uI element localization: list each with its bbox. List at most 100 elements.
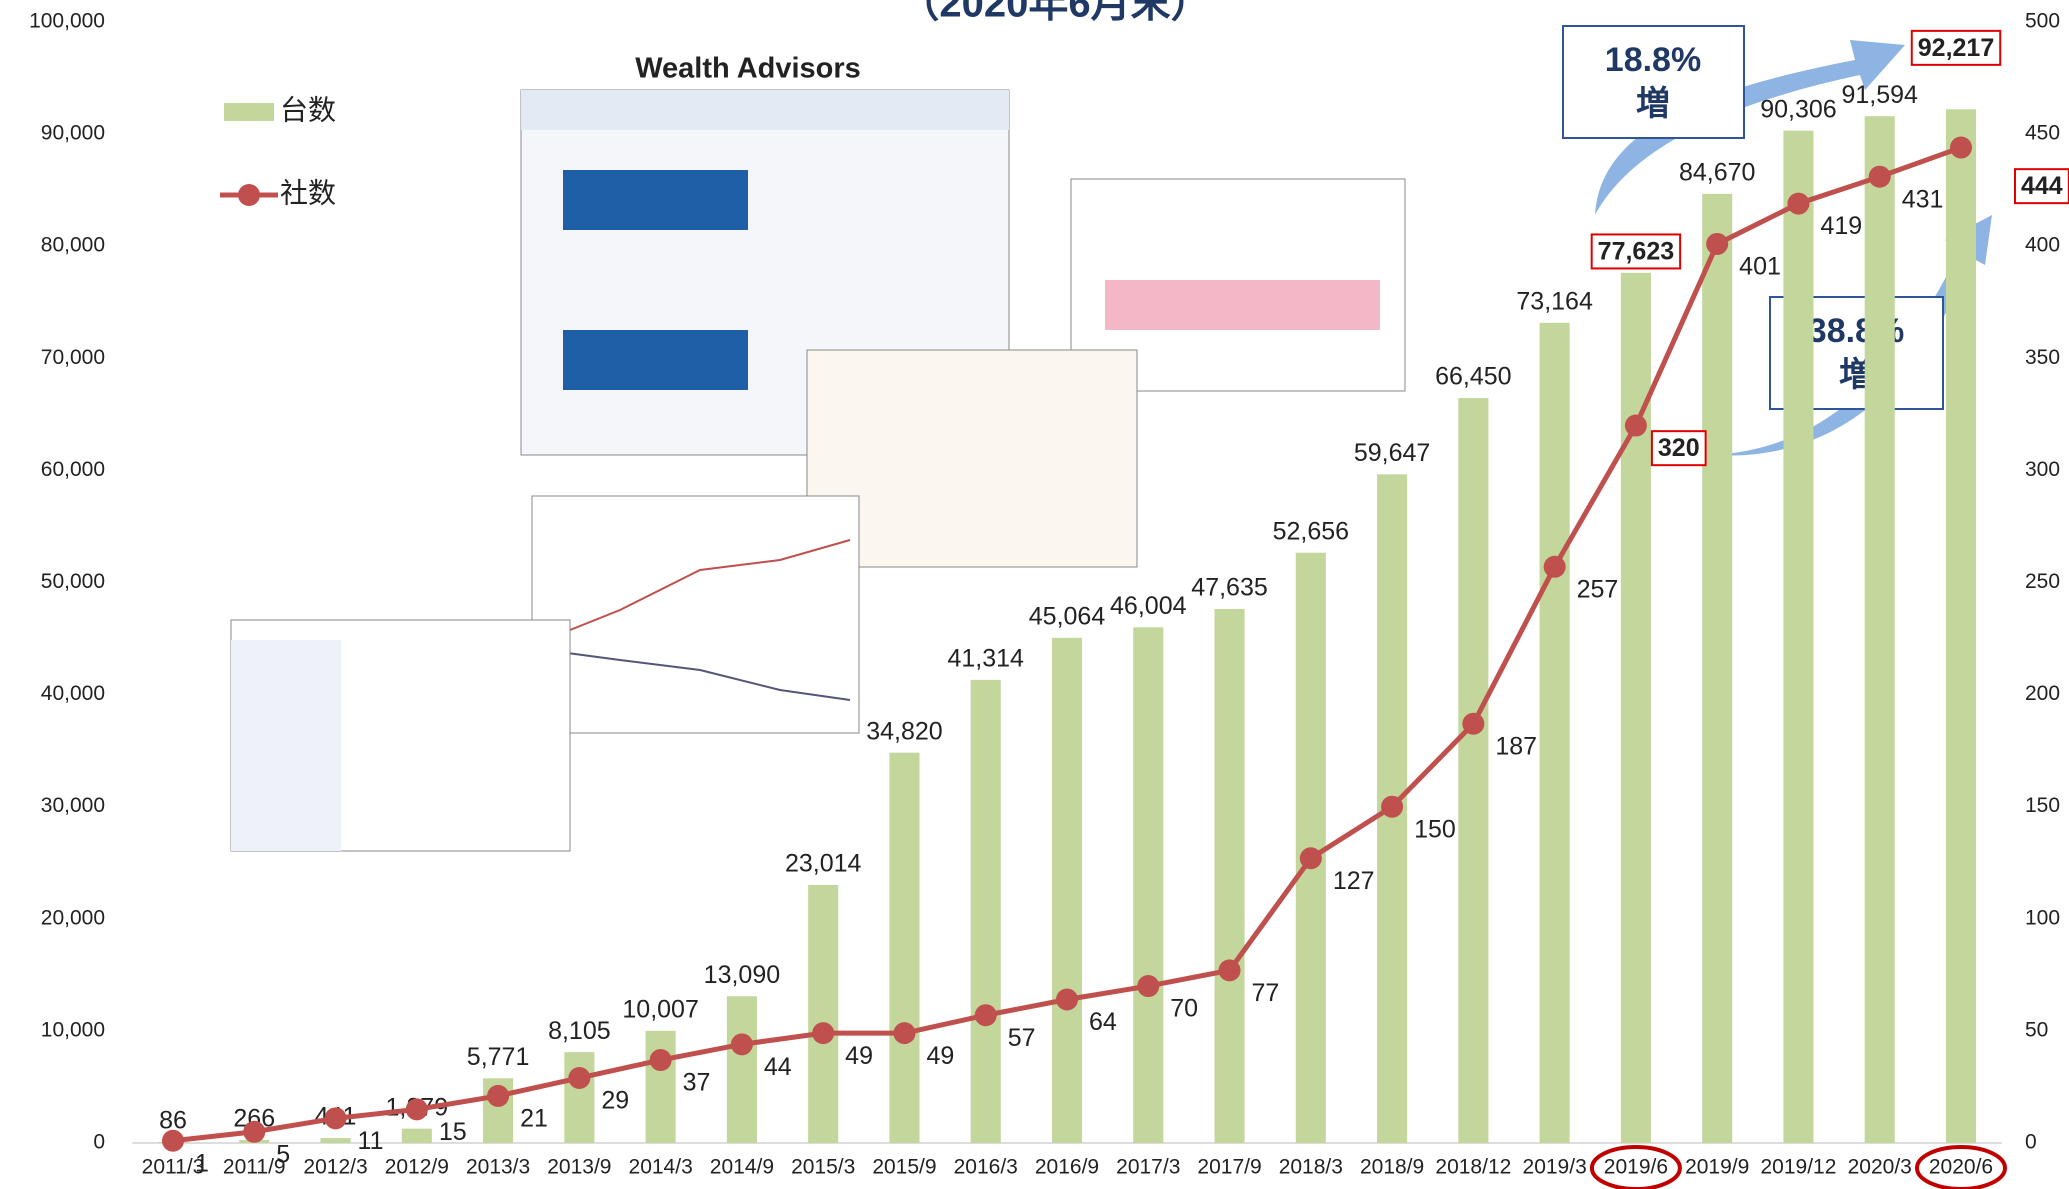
bar-value-label: 10,007 bbox=[622, 995, 698, 1023]
screenshot-caption: Wealth Advisors bbox=[635, 53, 861, 85]
line-marker bbox=[812, 1022, 835, 1045]
highlight-box bbox=[1910, 29, 2002, 66]
y-tick-label: 50,000 bbox=[41, 570, 105, 593]
x-tick-label: 2020/6 bbox=[1929, 1156, 1993, 1179]
line-value-label: 444 bbox=[2021, 172, 2063, 200]
y-tick-label: 30,000 bbox=[41, 794, 105, 817]
bar bbox=[808, 885, 839, 1143]
x-tick-label: 2018/9 bbox=[1360, 1156, 1424, 1179]
y-tick-label: 80,000 bbox=[41, 234, 105, 257]
annotation-box bbox=[1562, 25, 1745, 139]
bar-value-label: 66,450 bbox=[1435, 363, 1511, 391]
bar bbox=[401, 1128, 432, 1143]
screenshot-line bbox=[544, 649, 851, 701]
screenshot-header bbox=[521, 90, 1009, 130]
y-tick-label: 90,000 bbox=[41, 122, 105, 145]
bar-value-label: 8,105 bbox=[548, 1017, 611, 1045]
bar-value-label: 52,656 bbox=[1273, 517, 1349, 545]
bar bbox=[1133, 627, 1164, 1143]
line-value-label: 44 bbox=[764, 1053, 792, 1081]
screenshot bbox=[806, 349, 1138, 568]
line-marker bbox=[1706, 232, 1729, 255]
line-value-label: 127 bbox=[1333, 867, 1375, 895]
annotation: 18.8% bbox=[1605, 41, 1701, 79]
y-tick-label: 60,000 bbox=[41, 458, 105, 481]
line-marker bbox=[162, 1129, 184, 1152]
y2-tick-label: 200 bbox=[2025, 682, 2060, 705]
y-tick-label: 10,000 bbox=[41, 1018, 105, 1041]
line-marker bbox=[649, 1049, 672, 1072]
x-tick-label: 2015/9 bbox=[872, 1156, 936, 1179]
x-tick-label: 2016/9 bbox=[1035, 1156, 1099, 1179]
y2-tick-label: 400 bbox=[2025, 234, 2060, 257]
line-marker bbox=[1218, 959, 1241, 982]
line-marker bbox=[1624, 414, 1647, 437]
x-tick-label: 2011/3 bbox=[142, 1156, 205, 1179]
bar bbox=[726, 996, 757, 1143]
line-value-label: 15 bbox=[439, 1118, 467, 1146]
x-tick-label: 2015/3 bbox=[791, 1156, 855, 1179]
line-value-label: 257 bbox=[1577, 575, 1619, 603]
highlight-circle bbox=[1589, 1145, 1682, 1189]
x-tick-label: 2011/9 bbox=[223, 1156, 286, 1179]
line-value-label: 401 bbox=[1739, 253, 1781, 281]
line-value-label: 5 bbox=[276, 1140, 290, 1168]
bar bbox=[320, 1138, 351, 1143]
bar bbox=[1214, 609, 1245, 1143]
legend-label: 台数 bbox=[280, 94, 336, 125]
x-tick-label: 2016/3 bbox=[954, 1156, 1018, 1179]
y2-tick-label: 100 bbox=[2025, 906, 2060, 929]
annotation: 増 bbox=[1636, 85, 1670, 123]
legend-label: 社数 bbox=[280, 177, 336, 208]
line-marker bbox=[487, 1084, 510, 1107]
screenshots: Wealth Advisors bbox=[230, 53, 1406, 852]
bar bbox=[564, 1052, 595, 1143]
line-value-label: 64 bbox=[1089, 1008, 1117, 1036]
bar-value-label: 84,670 bbox=[1679, 158, 1755, 186]
line-value-label: 49 bbox=[845, 1042, 873, 1070]
line-value-label: 150 bbox=[1414, 815, 1456, 843]
screenshot-sidebar bbox=[231, 640, 341, 851]
x-tick-label: 2017/9 bbox=[1197, 1156, 1261, 1179]
line-marker bbox=[893, 1022, 916, 1045]
line-marker bbox=[1543, 555, 1566, 578]
bar-value-label: 23,014 bbox=[785, 850, 862, 878]
screenshot-button bbox=[563, 330, 748, 390]
line-marker bbox=[1950, 136, 1972, 159]
x-tick-label: 2019/6 bbox=[1604, 1156, 1668, 1179]
screenshot-chart bbox=[1105, 280, 1380, 330]
line-value-label: 1 bbox=[195, 1149, 209, 1177]
bar-value-label: 91,594 bbox=[1841, 81, 1918, 109]
line-marker bbox=[568, 1066, 591, 1089]
y-tick-label: 70,000 bbox=[41, 346, 105, 369]
bar bbox=[1783, 130, 1814, 1143]
line-marker bbox=[1868, 165, 1891, 188]
bar-value-label: 46,004 bbox=[1110, 592, 1187, 620]
x-tick-label: 2012/9 bbox=[385, 1156, 449, 1179]
line-marker bbox=[1462, 712, 1485, 735]
line-value-label: 49 bbox=[926, 1042, 954, 1070]
bar-value-label: 92,217 bbox=[1918, 34, 1994, 62]
x-tick-label: 2012/3 bbox=[303, 1156, 367, 1179]
line-value-label: 37 bbox=[683, 1069, 711, 1097]
y2-tick-label: 0 bbox=[2025, 1131, 2037, 1154]
bar-value-label: 45,064 bbox=[1029, 602, 1106, 630]
bar bbox=[1539, 322, 1570, 1144]
line-marker bbox=[243, 1120, 266, 1143]
y2-tick-label: 350 bbox=[2025, 346, 2060, 369]
legend-swatch bbox=[224, 103, 274, 121]
line-value-label: 77 bbox=[1252, 979, 1280, 1007]
x-tick-label: 2017/3 bbox=[1116, 1156, 1180, 1179]
line-value-label: 57 bbox=[1008, 1024, 1036, 1052]
line-value-label: 21 bbox=[520, 1105, 548, 1133]
line-marker bbox=[1299, 847, 1322, 870]
line-value-label: 29 bbox=[601, 1087, 629, 1115]
y-tick-label: 40,000 bbox=[41, 682, 105, 705]
bar-value-label: 41,314 bbox=[947, 644, 1024, 672]
y2-tick-label: 300 bbox=[2025, 458, 2060, 481]
bar-value-label: 13,090 bbox=[704, 961, 780, 989]
x-tick-label: 2020/3 bbox=[1848, 1156, 1912, 1179]
y-tick-label: 0 bbox=[93, 1131, 105, 1154]
line-marker bbox=[1787, 192, 1810, 215]
legend-marker bbox=[238, 184, 260, 206]
